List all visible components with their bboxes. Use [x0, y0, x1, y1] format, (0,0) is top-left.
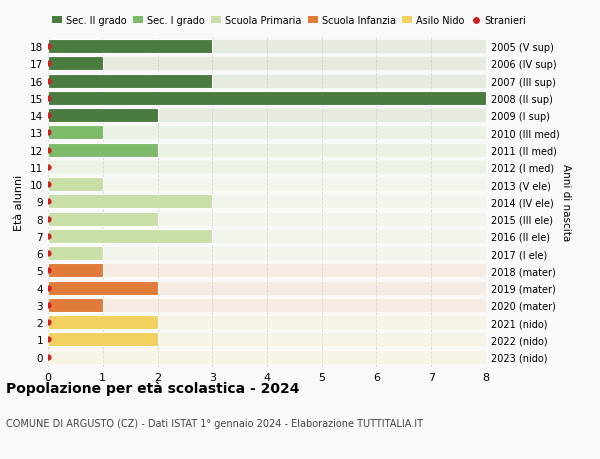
Bar	[48, 40, 486, 54]
Bar	[48, 246, 486, 261]
Bar	[48, 264, 103, 278]
Legend: Sec. II grado, Sec. I grado, Scuola Primaria, Scuola Infanzia, Asilo Nido, Stran: Sec. II grado, Sec. I grado, Scuola Prim…	[48, 12, 530, 30]
Bar	[48, 333, 486, 347]
Y-axis label: Età alunni: Età alunni	[14, 174, 25, 230]
Bar	[48, 161, 486, 174]
Bar	[48, 281, 486, 295]
Bar	[48, 195, 212, 209]
Bar	[48, 74, 486, 89]
Bar	[48, 298, 486, 312]
Bar	[48, 178, 103, 192]
Bar	[48, 57, 486, 71]
Bar	[48, 281, 157, 295]
Bar	[48, 264, 486, 278]
Y-axis label: Anni di nascita: Anni di nascita	[561, 163, 571, 241]
Bar	[48, 212, 486, 226]
Bar	[48, 333, 157, 347]
Bar	[48, 230, 486, 243]
Bar	[48, 315, 157, 330]
Bar	[48, 74, 212, 89]
Bar	[48, 246, 103, 261]
Bar	[48, 195, 486, 209]
Bar	[48, 126, 486, 140]
Bar	[48, 143, 157, 157]
Bar	[48, 92, 486, 106]
Bar	[48, 92, 486, 106]
Bar	[48, 57, 103, 71]
Bar	[48, 109, 157, 123]
Bar	[48, 350, 486, 364]
Bar	[48, 315, 486, 330]
Bar	[48, 109, 486, 123]
Text: COMUNE DI ARGUSTO (CZ) - Dati ISTAT 1° gennaio 2024 - Elaborazione TUTTITALIA.IT: COMUNE DI ARGUSTO (CZ) - Dati ISTAT 1° g…	[6, 418, 423, 428]
Bar	[48, 178, 486, 192]
Bar	[48, 298, 103, 312]
Bar	[48, 143, 486, 157]
Bar	[48, 230, 212, 243]
Text: Popolazione per età scolastica - 2024: Popolazione per età scolastica - 2024	[6, 381, 299, 396]
Bar	[48, 40, 212, 54]
Bar	[48, 212, 157, 226]
Bar	[48, 126, 103, 140]
